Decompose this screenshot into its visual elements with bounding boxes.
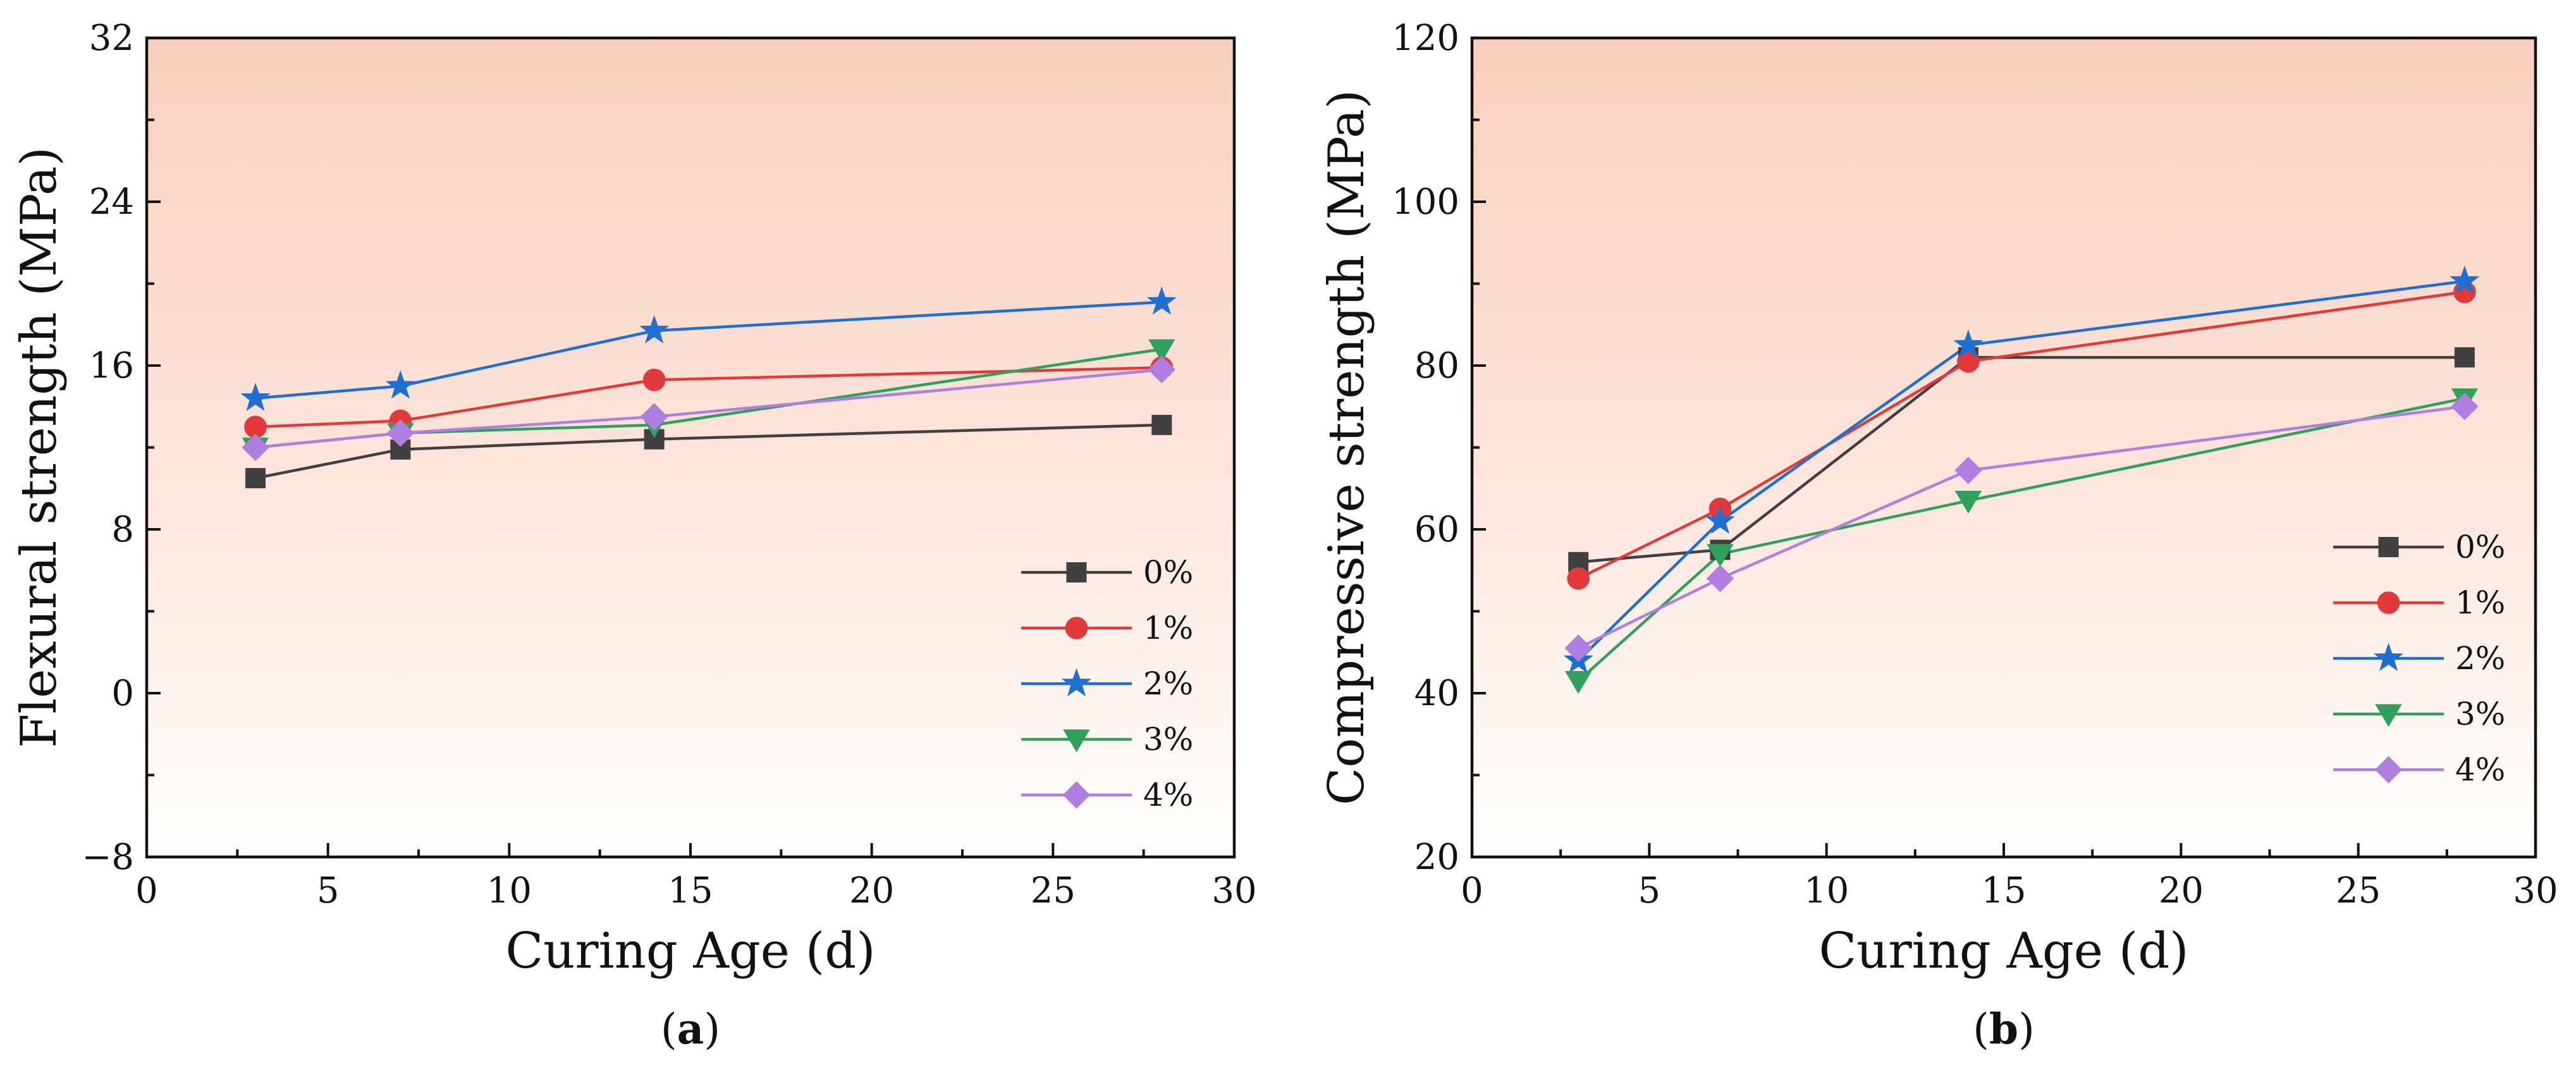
series-line-2pct (255, 300, 1162, 400)
y-tick-label: 60 (1414, 509, 1459, 550)
data-point-3pct-x14 (1954, 491, 1982, 514)
panel-label: (b) (1973, 1004, 2035, 1054)
y-axis-title: Flexural strength (MPa) (11, 147, 68, 748)
legend-label-4pct: 4% (2455, 751, 2505, 788)
compressive-strength-chart: 0 5 10 15 20 25 30 20 40 60 80 100 120 Curing Age (d)… (1318, 18, 2558, 1054)
legend-label-1pct: 1% (2455, 584, 2505, 621)
data-point-1pct-x3 (1567, 567, 1590, 590)
x-tick-label: 25 (2336, 870, 2381, 911)
legend-marker-1pct (1065, 617, 1088, 639)
legend-label-3pct: 3% (1143, 721, 1193, 758)
data-point-0pct-x3 (245, 468, 266, 489)
x-tick-label: 10 (487, 870, 532, 911)
y-tick-label: 0 (111, 673, 134, 714)
data-point-2pct-x14 (1953, 329, 1984, 358)
x-tick-label: 25 (1031, 870, 1076, 911)
y-tick-label: 24 (89, 182, 134, 223)
series-line-0pct (1578, 355, 2465, 564)
x-tick-label: 30 (2513, 870, 2558, 911)
x-tick-label: 30 (1211, 870, 1256, 911)
x-tick-label: 0 (1461, 870, 1483, 911)
legend-marker-2pct (1061, 668, 1092, 697)
legend-marker-0pct (2378, 537, 2399, 557)
data-point-4pct-x3 (1564, 634, 1592, 662)
data-point-2pct-x7 (385, 370, 415, 399)
legend-marker-1pct (2377, 591, 2400, 614)
panel-label: (a) (661, 1004, 720, 1054)
data-point-4pct-x3 (242, 433, 269, 462)
legend-label-0pct: 0% (2455, 529, 2505, 565)
data-point-4pct-x7 (1706, 565, 1734, 593)
data-point-1pct-x14 (642, 368, 666, 391)
x-tick-label: 0 (135, 870, 158, 911)
series-line-4pct (1578, 405, 2465, 650)
legend-marker-0pct (1066, 562, 1087, 582)
data-point-4pct-x7 (386, 419, 414, 447)
legend-label-0pct: 0% (1143, 554, 1193, 591)
legend-label-1pct: 1% (1143, 610, 1193, 646)
y-tick-label: 20 (1414, 837, 1459, 878)
x-axis-title: Curing Age (d) (1819, 923, 2188, 980)
y-tick-label: 80 (1414, 345, 1459, 386)
x-tick-label: 15 (1981, 870, 2026, 911)
legend-marker-3pct (1063, 729, 1090, 753)
x-tick-label: 5 (1638, 870, 1661, 911)
y-tick-label: 16 (89, 345, 134, 386)
data-point-3pct-x3 (1564, 670, 1592, 694)
y-tick-label: 8 (111, 509, 134, 550)
series-line-3pct (1577, 397, 2465, 682)
data-point-4pct-x14 (1954, 457, 1982, 484)
x-tick-label: 20 (849, 870, 894, 911)
legend-marker-2pct (2373, 643, 2404, 672)
plot-background (1472, 38, 2536, 857)
y-axis-title: Compressive strength (MPa) (1318, 90, 1375, 806)
x-axis-title: Curing Age (d) (505, 923, 875, 980)
data-point-0pct-x28 (2454, 347, 2475, 368)
panel-letter: a (677, 1004, 704, 1054)
x-tick-label: 15 (668, 870, 713, 911)
data-point-2pct-x3 (240, 383, 271, 411)
data-point-2pct-x14 (639, 315, 670, 344)
series-line-1pct (255, 366, 1162, 429)
plot-background (147, 38, 1234, 857)
legend: 0% 1% 2% 3% 4% (1021, 554, 1193, 813)
y-tick-label: −8 (82, 837, 134, 878)
data-point-4pct-x14 (641, 403, 668, 431)
y-tick-label: 32 (89, 18, 134, 59)
data-point-2pct-x7 (1705, 505, 1736, 534)
legend-marker-4pct (2374, 756, 2403, 784)
data-point-2pct-x28 (1146, 286, 1177, 315)
panel-letter: b (1989, 1004, 2018, 1054)
data-point-3pct-x28 (1148, 339, 1175, 362)
data-point-2pct-x28 (2450, 265, 2480, 294)
legend-label-2pct: 2% (2455, 640, 2505, 677)
y-tick-label: 40 (1414, 673, 1459, 714)
y-tick-label: 120 (1392, 18, 1459, 59)
legend-marker-4pct (1062, 781, 1091, 809)
series-line-0pct (255, 423, 1162, 480)
x-tick-label: 20 (2159, 870, 2204, 911)
y-tick-label: 100 (1392, 182, 1459, 223)
legend-marker-3pct (2375, 704, 2402, 727)
data-point-4pct-x28 (2451, 393, 2479, 421)
data-point-4pct-x28 (1148, 355, 1175, 384)
legend-label-4pct: 4% (1143, 777, 1193, 813)
data-point-0pct-x28 (1151, 414, 1172, 435)
series-line-2pct (1577, 280, 2465, 662)
x-tick-label: 5 (317, 870, 340, 911)
legend: 0% 1% 2% 3% 4% (2333, 529, 2505, 788)
legend-label-3pct: 3% (2455, 696, 2505, 732)
legend-label-2pct: 2% (1143, 665, 1193, 702)
series-line-1pct (1578, 290, 2465, 580)
series-line-4pct (255, 368, 1162, 449)
x-tick-label: 10 (1804, 870, 1849, 911)
data-point-3pct-x7 (1707, 544, 1734, 567)
